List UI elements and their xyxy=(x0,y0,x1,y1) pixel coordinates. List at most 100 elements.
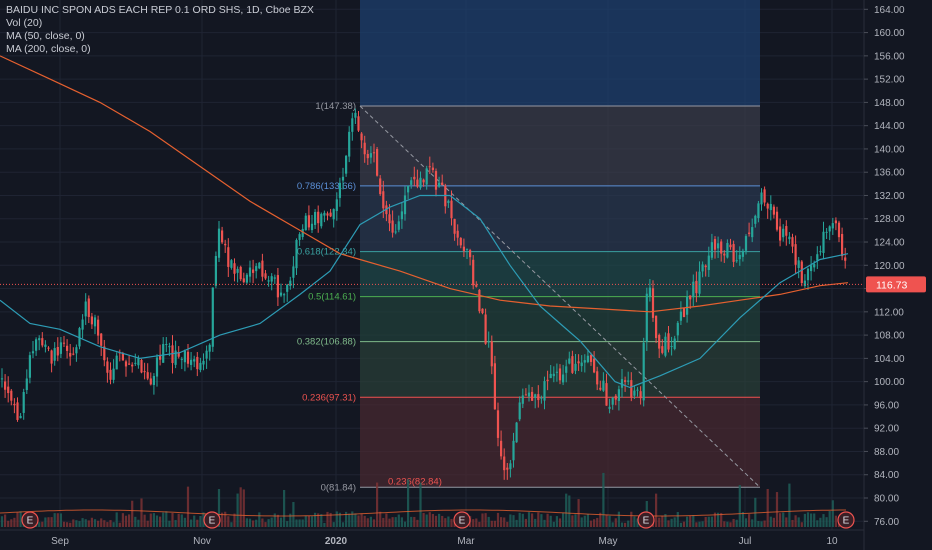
volume-bar xyxy=(496,512,500,527)
candle-body xyxy=(41,338,44,346)
volume-bar xyxy=(729,522,732,527)
candle-body xyxy=(794,244,797,265)
volume-bar xyxy=(422,512,425,527)
time-tick-label: Sep xyxy=(51,536,69,547)
volume-bar xyxy=(146,520,149,527)
candle-body xyxy=(450,200,453,219)
candle-body xyxy=(59,342,62,354)
fib-level-label: 1(147.38) xyxy=(315,101,356,112)
candle-body xyxy=(816,254,819,261)
volume-bar xyxy=(348,513,351,527)
price-tick-label: 84.00 xyxy=(874,470,899,481)
volume-bar xyxy=(360,513,363,527)
candle-body xyxy=(121,353,124,361)
candle-body xyxy=(416,179,419,187)
candle-body xyxy=(177,352,180,357)
volume-bar xyxy=(670,518,673,527)
volume-bar xyxy=(397,514,400,527)
candle-body xyxy=(217,228,221,258)
candle-body xyxy=(447,200,450,203)
volume-bar xyxy=(307,515,310,527)
earnings-marker[interactable] xyxy=(453,511,471,529)
last-price-badge[interactable] xyxy=(866,276,926,293)
candle-body xyxy=(527,392,531,397)
candle-body xyxy=(664,336,667,356)
volume-bar xyxy=(90,517,93,527)
candle-body xyxy=(580,362,583,367)
candle-body xyxy=(624,380,627,382)
volume-bar xyxy=(549,515,552,527)
candle-body xyxy=(723,253,726,256)
candle-body xyxy=(286,284,289,292)
volume-bar xyxy=(543,519,546,527)
candle-body xyxy=(611,397,614,405)
volume-bar xyxy=(546,513,549,527)
volume-ma-line xyxy=(0,509,846,517)
volume-bar xyxy=(379,511,382,527)
volume-bar xyxy=(484,513,487,527)
volume-bar xyxy=(128,514,131,527)
volume-bar xyxy=(407,479,410,527)
volume-bar xyxy=(159,516,162,527)
candle-body xyxy=(800,261,803,284)
volume-bar xyxy=(534,518,537,527)
earnings-marker[interactable] xyxy=(637,511,655,529)
volume-bar xyxy=(252,520,255,527)
volume-bar xyxy=(87,520,90,527)
volume-bar xyxy=(75,520,78,527)
candle-body xyxy=(183,350,186,363)
candle-body xyxy=(673,338,676,349)
candle-body xyxy=(115,355,118,370)
candle-body xyxy=(679,311,682,321)
candle-body xyxy=(379,178,382,195)
candle-body xyxy=(543,381,546,401)
volume-bar xyxy=(620,522,624,527)
volume-bar xyxy=(190,519,193,527)
price-tick-label: 128.00 xyxy=(874,214,905,225)
earnings-marker[interactable] xyxy=(203,511,221,529)
fibonacci-retracement[interactable]: 1(147.38) 0.786(133.66) 0.618(122.34) 0.5(1… xyxy=(297,0,761,493)
candle-body xyxy=(267,280,270,282)
candle-body xyxy=(617,389,620,401)
candle-body xyxy=(639,391,642,399)
candle-body xyxy=(137,358,140,366)
time-tick-label: May xyxy=(599,536,618,547)
candle-body xyxy=(72,353,75,355)
candle-body xyxy=(658,334,661,349)
volume-bar xyxy=(174,520,177,527)
earnings-marker-label: E xyxy=(459,516,466,527)
candle-body xyxy=(729,244,732,248)
candle-body xyxy=(785,226,788,236)
volume-bar xyxy=(599,512,602,527)
volume-bar xyxy=(335,511,338,527)
volume-bar xyxy=(304,515,307,527)
price-tick-label: 136.00 xyxy=(874,168,905,179)
candle-body xyxy=(190,359,193,365)
earnings-marker[interactable] xyxy=(21,511,39,529)
candle-body xyxy=(651,288,655,318)
candle-body xyxy=(670,346,673,348)
candle-body xyxy=(537,394,540,401)
volume-bar xyxy=(382,517,385,527)
candle-body xyxy=(413,176,416,180)
volume-bar xyxy=(332,522,335,527)
volume-bar xyxy=(596,517,599,527)
candle-body xyxy=(168,346,171,348)
volume-bar xyxy=(624,522,627,527)
volume-bar xyxy=(276,514,279,527)
candle-body xyxy=(462,246,465,252)
candle-body xyxy=(565,366,568,373)
candle-body xyxy=(682,308,686,318)
time-axis[interactable]: Sep Nov 2020 Mar May Jul 10 xyxy=(0,529,864,547)
volume-bar xyxy=(741,511,744,527)
candle-body xyxy=(500,440,503,457)
volume-bar xyxy=(834,515,837,527)
earnings-marker[interactable] xyxy=(837,511,855,529)
price-axis[interactable]: 164.00 160.00 156.00 152.00 148.00 144.00 140.… xyxy=(863,0,932,550)
candle-body xyxy=(831,223,834,229)
candle-body xyxy=(357,116,360,131)
volume-bar xyxy=(366,518,369,527)
volume-bar xyxy=(682,521,686,527)
